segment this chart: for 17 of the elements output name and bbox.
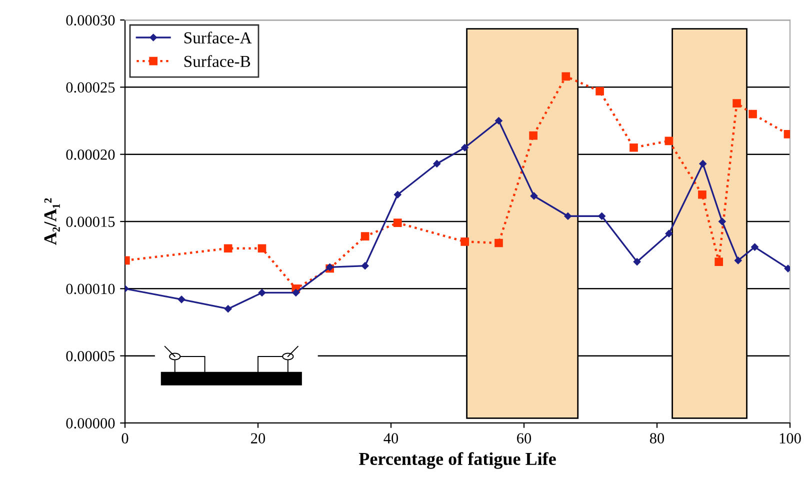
y-tick-label: 0.00005 — [66, 350, 115, 362]
y-tick-label: 0.00025 — [66, 82, 115, 93]
y-tick-label: 0.00000 — [66, 418, 115, 429]
legend-label: Surface-B — [184, 55, 250, 68]
x-tick-label: 20 — [251, 433, 266, 444]
x-tick-label: 80 — [650, 433, 664, 444]
x-tick-label: 60 — [517, 433, 532, 444]
y-axis-title: A₂/A₁² — [44, 198, 60, 245]
x-axis-title: Percentage of fatigue Life — [358, 452, 556, 469]
y-tick-label: 0.00015 — [66, 216, 115, 228]
x-tick-label: 40 — [384, 433, 398, 444]
y-tick-label: 0.00030 — [66, 15, 115, 26]
x-tick-label: 0 — [122, 433, 128, 444]
y-tick-label: 0.00020 — [66, 149, 115, 160]
y-tick-label: 0.00010 — [66, 284, 115, 294]
x-tick-label: 100 — [780, 433, 801, 444]
legend-label: Surface-A — [184, 32, 252, 44]
